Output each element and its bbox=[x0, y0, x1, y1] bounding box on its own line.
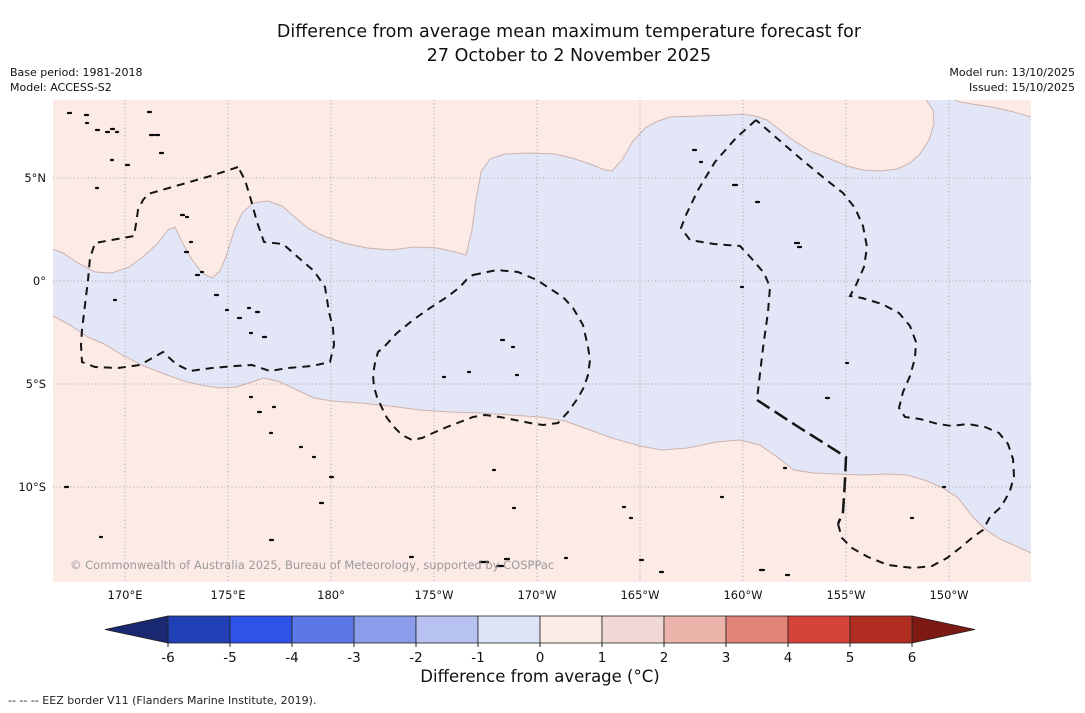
cb-tick: 5 bbox=[846, 650, 855, 666]
meta-left: Base period: 1981-2018 Model: ACCESS-S2 bbox=[10, 65, 142, 95]
colorbar-tick-labels: -6 -5 -4 -3 -2 -1 0 1 2 3 4 5 6 bbox=[161, 650, 916, 666]
cb-tick: -4 bbox=[285, 650, 298, 666]
eez-border-line-islands bbox=[679, 119, 1016, 570]
warm-anomaly-region-south bbox=[53, 316, 1031, 582]
x-tick-155w: 155°W bbox=[826, 588, 866, 602]
page-title: Difference from average mean maximum tem… bbox=[69, 20, 1069, 68]
map-canvas: © Commonwealth of Australia 2025, Bureau… bbox=[53, 100, 1031, 582]
colorbar-segment bbox=[291, 615, 355, 644]
title-line-1: Difference from average mean maximum tem… bbox=[276, 22, 862, 42]
colorbar-arrow-right bbox=[911, 615, 976, 644]
x-tick-175e: 175°E bbox=[210, 588, 246, 602]
y-tick-5s: 5°S bbox=[25, 377, 46, 391]
colorbar: -6 -5 -4 -3 -2 -1 0 1 2 3 4 5 6 bbox=[104, 615, 976, 666]
eez-footnote: -- -- -- EEZ border V11 (Flanders Marine… bbox=[8, 694, 317, 707]
cb-tick: 6 bbox=[908, 650, 917, 666]
colorbar-segment bbox=[725, 615, 789, 644]
anomaly-boundary-lines bbox=[53, 100, 1031, 554]
colorbar-segment bbox=[849, 615, 913, 644]
boundary-south bbox=[53, 315, 1031, 554]
x-tick-175w: 175°W bbox=[414, 588, 454, 602]
colorbar-segment bbox=[353, 615, 417, 644]
cb-tick: 2 bbox=[660, 650, 669, 666]
eez-borders bbox=[79, 119, 1016, 570]
model-text: Model: ACCESS-S2 bbox=[10, 81, 112, 94]
cb-tick: -6 bbox=[161, 650, 174, 666]
boundary-topright bbox=[954, 100, 1031, 118]
colorbar-segment bbox=[539, 615, 603, 644]
eez-border-phoenix bbox=[371, 268, 592, 442]
y-tick-5n: 5°N bbox=[24, 171, 46, 185]
base-period-text: Base period: 1981-2018 bbox=[10, 66, 143, 79]
colorbar-axis-label: Difference from average (°C) bbox=[420, 667, 660, 686]
x-tick-160w: 160°W bbox=[723, 588, 763, 602]
colorbar-segment bbox=[663, 615, 727, 644]
cb-tick: -5 bbox=[223, 650, 236, 666]
issued-text: Issued: 15/10/2025 bbox=[968, 81, 1075, 94]
island-specks bbox=[63, 110, 947, 577]
colorbar-segment bbox=[167, 615, 231, 644]
y-tick-10s: 10°S bbox=[18, 480, 46, 494]
colorbar-segment bbox=[787, 615, 851, 644]
cb-tick: 3 bbox=[722, 650, 731, 666]
cb-tick: -2 bbox=[409, 650, 422, 666]
colorbar-segment bbox=[415, 615, 479, 644]
meta-right: Model run: 13/10/2025 Issued: 15/10/2025 bbox=[949, 65, 1075, 95]
colorbar-segment bbox=[601, 615, 665, 644]
model-run-text: Model run: 13/10/2025 bbox=[949, 66, 1075, 79]
cb-tick: 0 bbox=[536, 650, 545, 666]
y-tick-0: 0° bbox=[32, 274, 46, 288]
colorbar-tick-marks bbox=[167, 643, 913, 647]
cb-tick: -1 bbox=[471, 650, 484, 666]
cb-tick: 4 bbox=[784, 650, 793, 666]
x-tick-165w: 165°W bbox=[620, 588, 660, 602]
warm-anomaly-region-north bbox=[53, 100, 934, 278]
cb-tick: 1 bbox=[598, 650, 607, 666]
title-line-2: 27 October to 2 November 2025 bbox=[426, 46, 712, 66]
cb-tick: -3 bbox=[347, 650, 360, 666]
colorbar-arrow-left bbox=[104, 615, 169, 644]
copyright-text: © Commonwealth of Australia 2025, Bureau… bbox=[70, 558, 554, 572]
eez-border-line-islands-heavy bbox=[756, 398, 848, 525]
x-tick-170w: 170°W bbox=[517, 588, 557, 602]
x-tick-180: 180° bbox=[317, 588, 345, 602]
colorbar-segment bbox=[229, 615, 293, 644]
x-tick-170e: 170°E bbox=[107, 588, 143, 602]
colorbar-segment bbox=[477, 615, 541, 644]
x-tick-150w: 150°W bbox=[929, 588, 969, 602]
boundary-north bbox=[53, 100, 935, 279]
colorbar-segments bbox=[167, 615, 913, 644]
